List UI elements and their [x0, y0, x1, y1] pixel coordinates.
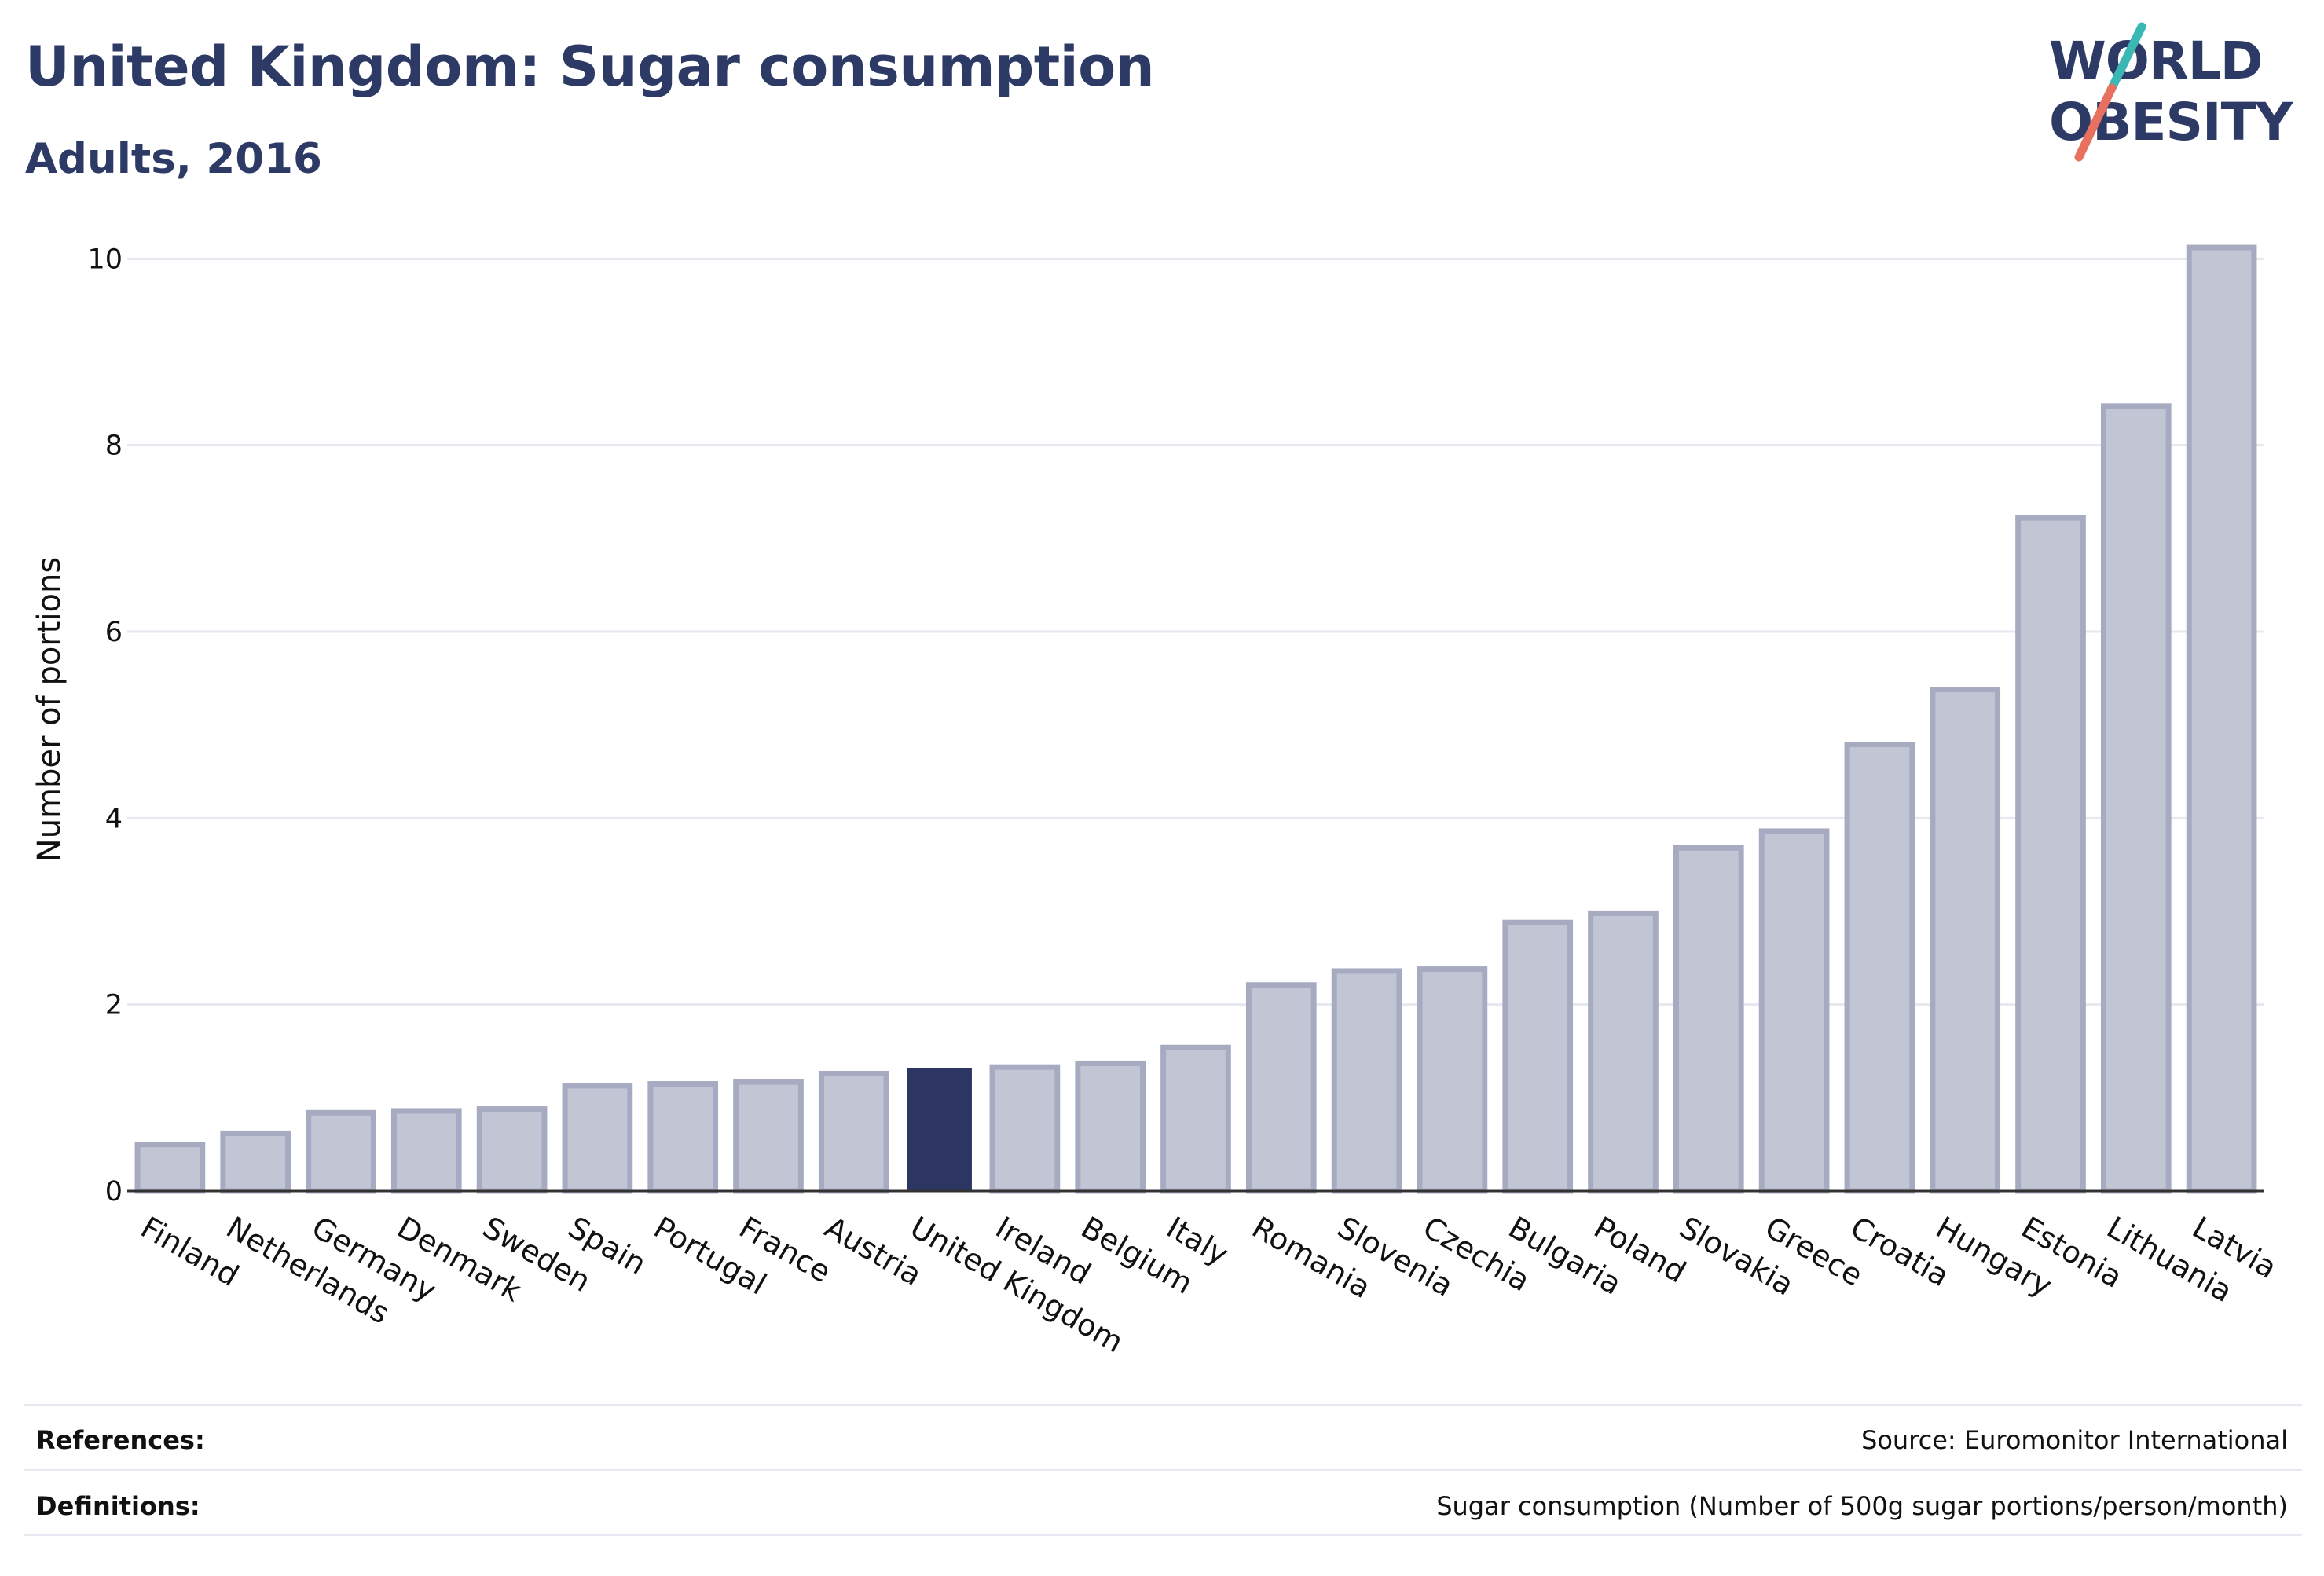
- footer-divider-bottom: [24, 1534, 2302, 1536]
- references-value: Source: Euromonitor International: [1861, 1425, 2288, 1455]
- bar-slovenia: [1331, 968, 1402, 1194]
- logo-slash-red: [2074, 83, 2117, 162]
- bar-romania: [1245, 982, 1317, 1194]
- definitions-value: Sugar consumption (Number of 500g sugar …: [1436, 1491, 2288, 1521]
- bar-bulgaria: [1502, 919, 1574, 1194]
- footer-divider-middle: [24, 1469, 2302, 1471]
- bar-greece: [1758, 828, 1830, 1194]
- bar-czechia: [1417, 966, 1488, 1194]
- logo-slash-teal: [2107, 22, 2146, 93]
- bar-lithuania: [2100, 403, 2172, 1194]
- bar-sweden: [476, 1106, 548, 1194]
- y-tick-label: 4: [105, 803, 123, 834]
- bar-netherlands: [220, 1130, 291, 1194]
- bar-spain: [562, 1083, 633, 1194]
- bar-italy: [1160, 1044, 1231, 1194]
- footer-divider-top: [24, 1404, 2302, 1406]
- bar-finland: [134, 1142, 206, 1194]
- y-tick-label: 6: [105, 617, 123, 648]
- y-tick-label: 10: [87, 244, 123, 275]
- bar-germany: [306, 1109, 376, 1194]
- bar-croatia: [1844, 742, 1915, 1194]
- bar-denmark: [390, 1108, 462, 1194]
- bar-austria: [818, 1070, 889, 1194]
- x-tick-label: Finland: [135, 1210, 245, 1293]
- y-tick-label: 2: [105, 990, 123, 1021]
- world-obesity-logo: WORLD OBESITY: [2049, 22, 2295, 162]
- x-tick-label: Austria: [819, 1210, 927, 1292]
- bar-estonia: [2015, 515, 2086, 1194]
- bar-belgium: [1075, 1060, 1146, 1194]
- references-label: References:: [36, 1425, 205, 1455]
- bar-latvia: [2186, 244, 2257, 1194]
- definitions-label: Definitions:: [36, 1491, 200, 1521]
- y-axis-label: Number of portions: [31, 557, 68, 862]
- y-tick-label: 8: [105, 431, 123, 462]
- bar-hungary: [1930, 687, 2001, 1194]
- bar-france: [733, 1079, 804, 1194]
- logo-word-world: WORLD: [2049, 31, 2263, 91]
- bar-poland: [1588, 910, 1659, 1194]
- bar-ireland: [989, 1064, 1061, 1194]
- y-tick-label: 0: [105, 1176, 123, 1208]
- bar-chart: 0246810FinlandNetherlandsGermanyDenmarkS…: [31, 244, 2282, 1359]
- x-tick-label: Croatia: [1845, 1210, 1955, 1293]
- chart-subtitle: Adults, 2016: [25, 135, 322, 183]
- bar-united-kingdom: [907, 1068, 972, 1191]
- bar-slovakia: [1673, 845, 1744, 1194]
- bar-portugal: [647, 1081, 719, 1194]
- chart-title: United Kingdom: Sugar consumption: [25, 35, 1155, 99]
